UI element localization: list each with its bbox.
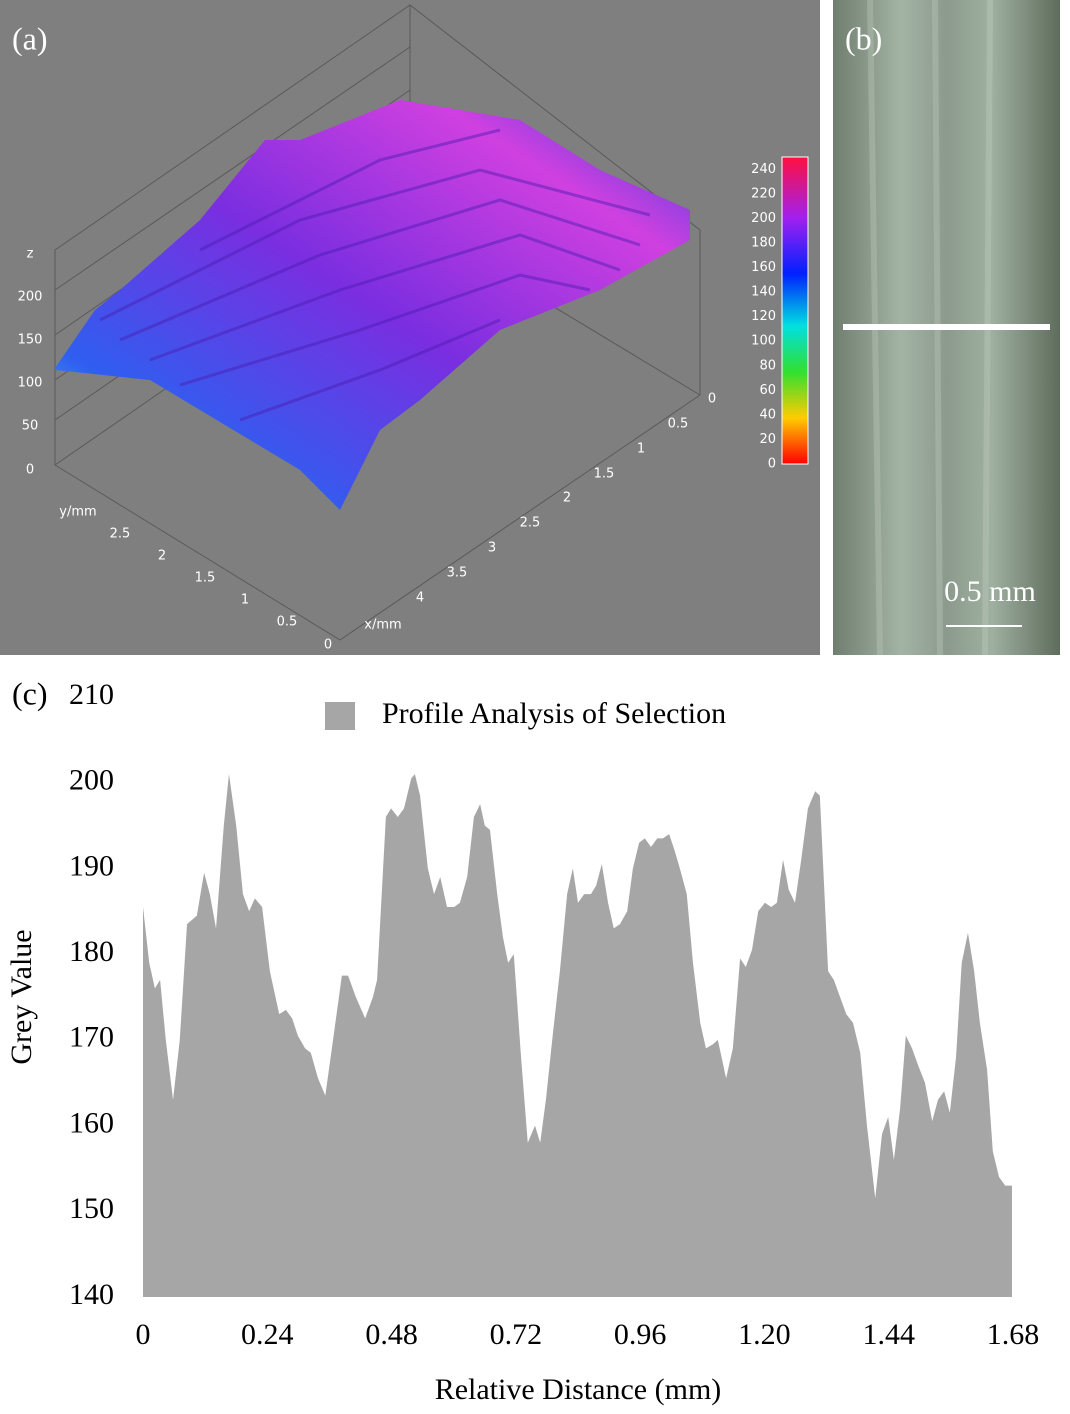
y-axis-label: y/mm (59, 505, 96, 520)
x-tick-label: 0.96 (614, 1318, 667, 1351)
y-tick-label: 1.5 (195, 571, 216, 586)
x-tick-label: 0 (136, 1318, 151, 1351)
colorbar-tick-label: 120 (751, 309, 776, 324)
colorbar-tick-label: 60 (759, 383, 776, 398)
colorbar-tick-label: 20 (759, 432, 776, 447)
x-tick-label: 1.20 (738, 1318, 791, 1351)
x-axis-title: Relative Distance (mm) (435, 1373, 722, 1406)
z-axis-label: z (27, 247, 34, 262)
y-tick-label: 210 (69, 678, 114, 711)
z-tick-label: 50 (22, 419, 39, 434)
x-tick-label: 4 (416, 591, 424, 606)
x-axis-label: x/mm (364, 618, 401, 633)
legend-label: Profile Analysis of Selection (382, 697, 726, 730)
panel-label: (b) (845, 20, 882, 56)
colorbar (781, 156, 809, 465)
y-tick-label: 2.5 (110, 527, 131, 542)
y-tick-label: 2 (158, 549, 166, 564)
colorbar-tick-label: 160 (751, 260, 776, 275)
z-tick-label: 200 (18, 290, 43, 305)
y-tick-label: 0.5 (277, 615, 298, 630)
y-tick-label: 200 (69, 764, 114, 797)
y-tick-label: 150 (69, 1192, 114, 1225)
area (143, 774, 1012, 1297)
y-tick-label: 160 (69, 1106, 114, 1139)
panel-a: (a) z y/mm x/mm 0501001502002.521.510.50… (0, 0, 820, 655)
y-tick-label: 170 (69, 1021, 114, 1054)
colorbar-tick-label: 180 (751, 235, 776, 250)
x-tick-label: 0.24 (241, 1318, 294, 1351)
panel-label: (a) (12, 20, 48, 56)
y-tick-label: 140 (69, 1278, 114, 1311)
colorbar-tick-label: 40 (759, 407, 776, 422)
y-tick-label: 190 (69, 849, 114, 882)
y-tick-label: 1 (241, 593, 249, 608)
colorbar-tick-label: 220 (751, 186, 776, 201)
z-tick-label: 150 (18, 333, 43, 348)
x-tick-label: 0.72 (490, 1318, 543, 1351)
colorbar-tick-label: 240 (751, 162, 776, 177)
surface (55, 100, 690, 510)
panel-b: (b) 0.5 mm (833, 0, 1060, 656)
legend-swatch (325, 702, 355, 730)
x-tick-label: 1.44 (862, 1318, 915, 1351)
colorbar-tick-label: 200 (751, 211, 776, 226)
y-tick-label: 0 (324, 638, 332, 653)
colorbar-tick-label: 0 (768, 457, 776, 472)
scale-bar-label: 0.5 mm (944, 575, 1036, 608)
x-tick-label: 0 (708, 392, 716, 407)
y-axis-title: Grey Value (5, 929, 38, 1064)
panel-label: (c) (12, 675, 48, 711)
colorbar-tick-label: 100 (751, 334, 776, 349)
x-tick-label: 3 (488, 541, 496, 556)
x-tick-label: 0.48 (365, 1318, 418, 1351)
z-tick-label: 0 (26, 463, 34, 478)
x-tick-label: 1 (637, 442, 645, 457)
x-tick-label: 2.5 (520, 516, 541, 531)
x-tick-label: 3.5 (447, 566, 468, 581)
x-tick-label: 0.5 (668, 417, 689, 432)
surface-ridges (99, 128, 651, 422)
colorbar-tick-label: 80 (759, 358, 776, 373)
z-tick-label: 100 (18, 376, 43, 391)
x-tick-label: 1.5 (594, 467, 615, 482)
panel-c: (c) Relative Distance (mm) Grey Value Pr… (5, 675, 1039, 1406)
x-tick-label: 2 (563, 491, 571, 506)
colorbar-tick-label: 140 (751, 285, 776, 300)
y-tick-label: 180 (69, 935, 114, 968)
x-tick-label: 1.68 (987, 1318, 1040, 1351)
